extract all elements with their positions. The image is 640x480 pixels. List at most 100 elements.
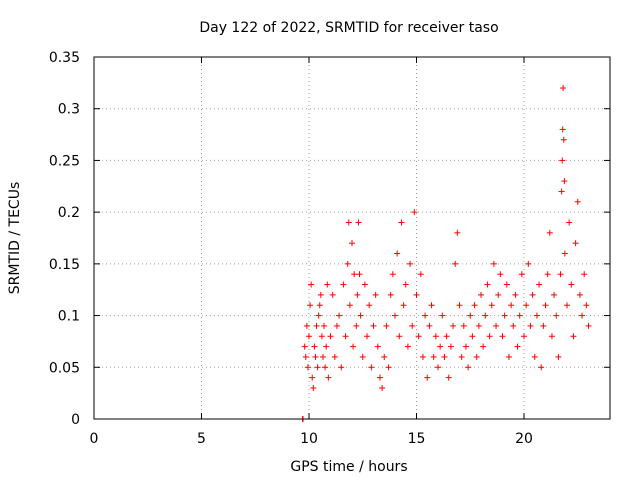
data-point	[523, 302, 530, 309]
data-point	[356, 271, 363, 278]
data-point	[430, 353, 437, 360]
data-point	[345, 219, 352, 226]
data-point	[338, 364, 345, 371]
data-point	[518, 271, 525, 278]
data-point	[525, 260, 532, 267]
data-point	[359, 353, 366, 360]
data-point	[387, 291, 394, 298]
data-point	[327, 333, 334, 340]
data-point	[407, 260, 414, 267]
data-point	[561, 178, 568, 185]
data-point	[564, 302, 570, 309]
data-point	[342, 333, 349, 340]
data-point	[546, 229, 553, 236]
data-point	[308, 281, 315, 288]
data-point	[354, 291, 361, 298]
data-point	[303, 322, 310, 329]
data-point	[417, 271, 424, 278]
data-point	[553, 312, 560, 319]
data-point	[521, 333, 527, 340]
axis-ticks: 0 0.05 0.1 0.15 0.2 0.25 0.3 0.35 0 5 10 15 20	[49, 50, 610, 447]
data-point	[443, 333, 450, 340]
plot-frame	[93, 56, 611, 420]
data-point	[548, 333, 555, 340]
data-point	[585, 322, 592, 329]
data-point	[579, 312, 586, 319]
data-point	[424, 374, 431, 381]
data-point	[447, 343, 454, 350]
data-point	[349, 240, 355, 247]
data-point	[404, 343, 411, 350]
data-point	[317, 291, 324, 298]
data-point	[557, 271, 564, 278]
data-points	[299, 85, 592, 422]
x-axis-label: GPS time / hours	[290, 459, 407, 475]
data-point	[558, 188, 565, 195]
data-point	[454, 229, 461, 236]
data-point	[512, 291, 519, 298]
data-point	[540, 322, 547, 329]
data-point	[350, 343, 357, 350]
data-point	[576, 291, 583, 298]
data-point	[581, 271, 588, 278]
data-point	[473, 353, 480, 360]
data-point	[435, 364, 441, 371]
data-point	[351, 271, 358, 278]
data-point	[452, 260, 459, 267]
data-point	[538, 364, 545, 371]
x-tick-label: 15	[408, 431, 426, 447]
data-point	[501, 312, 508, 319]
data-point	[422, 312, 429, 319]
data-point	[505, 353, 512, 360]
grid-lines	[94, 57, 610, 419]
data-point	[402, 281, 409, 288]
data-point	[488, 302, 495, 309]
data-point	[315, 312, 322, 319]
data-point	[309, 374, 316, 381]
data-point	[325, 374, 332, 381]
data-point	[478, 291, 484, 298]
y-tick-label: 0.2	[58, 205, 80, 221]
data-point	[445, 374, 452, 381]
data-point	[324, 281, 331, 288]
data-point	[560, 136, 567, 143]
data-point	[490, 260, 497, 267]
data-point	[514, 343, 521, 350]
data-point	[311, 343, 318, 350]
data-point	[551, 291, 558, 298]
data-point	[469, 333, 476, 340]
data-point	[321, 322, 328, 329]
y-tick-label: 0.25	[49, 153, 80, 169]
y-tick-label: 0.35	[49, 50, 80, 66]
data-point	[544, 271, 551, 278]
data-point	[493, 322, 500, 329]
chart-title: Day 122 of 2022, SRMTID for receiver tas…	[199, 20, 498, 36]
data-point	[503, 281, 510, 288]
y-tick-label: 0.05	[49, 360, 80, 376]
data-point	[376, 374, 383, 381]
data-point	[361, 281, 368, 288]
y-tick-label: 0.15	[49, 257, 80, 273]
data-point	[471, 302, 478, 309]
data-point	[413, 291, 420, 298]
data-point	[437, 343, 444, 350]
data-point	[559, 157, 566, 164]
data-point	[411, 209, 418, 216]
data-point	[307, 302, 314, 309]
data-point	[572, 240, 579, 247]
data-point	[385, 364, 392, 371]
data-point	[301, 343, 308, 350]
data-point	[415, 333, 422, 340]
y-tick-label: 0.1	[58, 309, 80, 325]
data-point	[329, 291, 336, 298]
data-point	[531, 353, 538, 360]
data-point	[450, 322, 457, 329]
y-tick-label: 0.3	[58, 102, 80, 118]
data-point	[428, 302, 435, 309]
data-point	[392, 312, 398, 319]
data-point	[383, 322, 390, 329]
data-point	[460, 322, 467, 329]
data-point	[555, 353, 562, 360]
data-point	[462, 343, 469, 350]
